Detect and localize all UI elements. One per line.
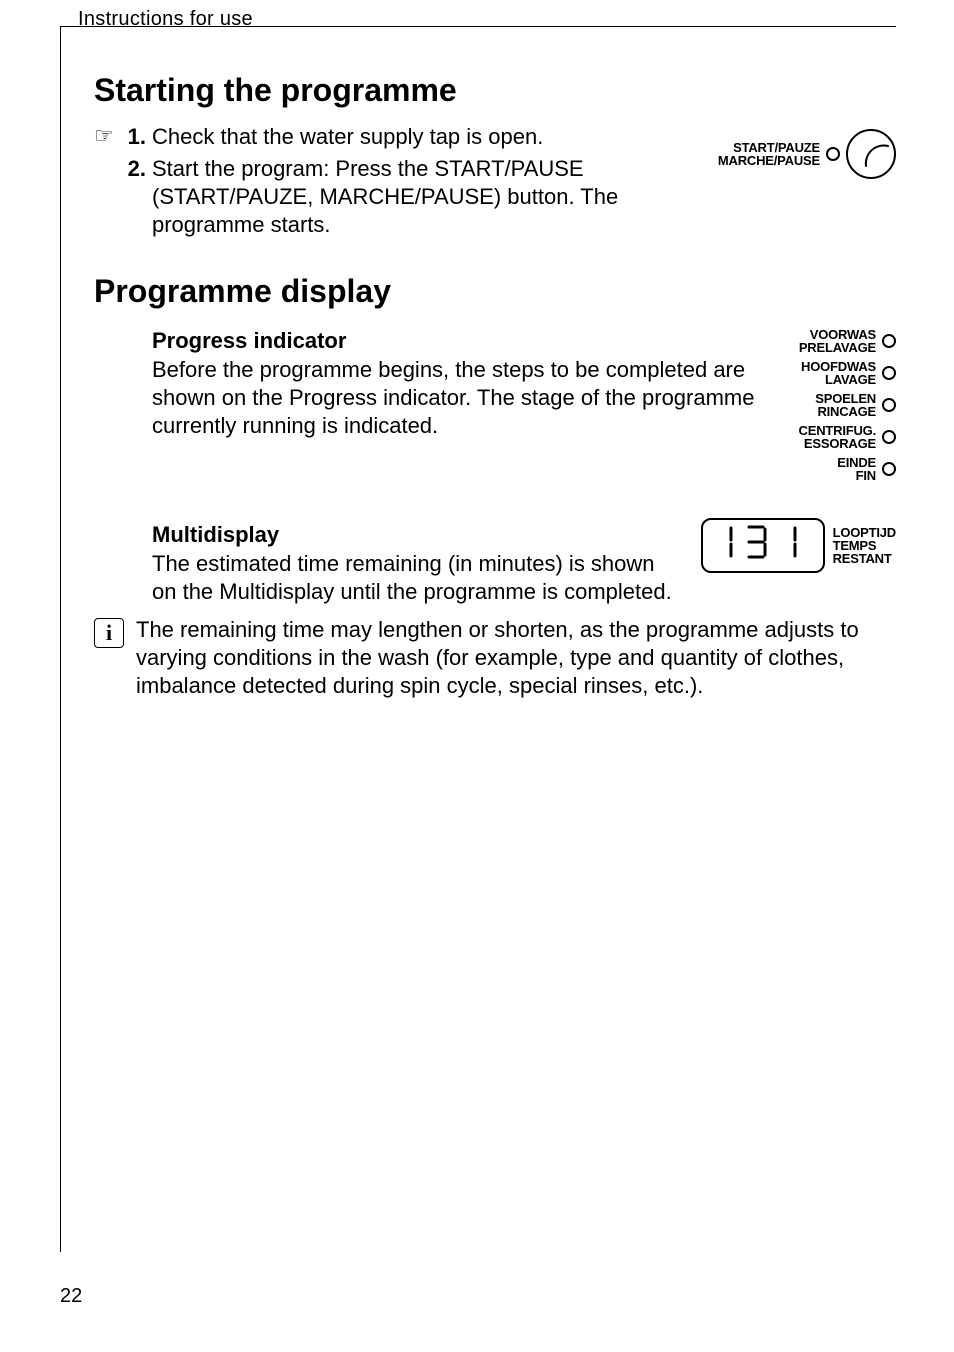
step-number-2: 2. [122, 155, 146, 183]
figure-progress-indicator: VOORWASPRELAVAGE HOOFDWASLAVAGE SPOELENRIN… [799, 328, 896, 482]
step-1-text: Check that the water supply tap is open. [152, 123, 700, 151]
multidisplay-body: The estimated time remaining (in minutes… [152, 550, 683, 606]
progress-row-label: SPOELENRINCAGE [815, 392, 876, 418]
progress-row: VOORWASPRELAVAGE [799, 328, 896, 354]
info-icon: i [94, 618, 124, 648]
startpause-label-2: MARCHE/PAUSE [718, 154, 820, 167]
progress-row-label: HOOFDWASLAVAGE [801, 360, 876, 386]
progress-row: EINDEFIN [799, 456, 896, 482]
info-note-body: The remaining time may lengthen or short… [136, 616, 896, 700]
progress-indicator-body: Before the programme begins, the steps t… [152, 356, 781, 440]
step-number-1: 1. [122, 123, 146, 151]
section-title-starting: Starting the programme [94, 72, 896, 109]
led-icon [882, 366, 896, 380]
section-title-display: Programme display [94, 273, 896, 310]
seven-segment-display [701, 518, 825, 573]
led-icon [882, 462, 896, 476]
start-button-icon [846, 129, 896, 179]
page-number: 22 [60, 1285, 82, 1308]
progress-row: CENTRIFUG.ESSORAGE [799, 424, 896, 450]
step-2-text: Start the program: Press the START/PAUSE… [152, 155, 700, 239]
sub-title-multidisplay: Multidisplay [152, 522, 683, 548]
led-icon [882, 334, 896, 348]
pointing-hand-icon: ☞ [94, 123, 122, 149]
progress-row: SPOELENRINCAGE [799, 392, 896, 418]
led-icon [882, 430, 896, 444]
sub-title-progress: Progress indicator [152, 328, 781, 354]
led-icon [826, 147, 840, 161]
led-icon [882, 398, 896, 412]
figure-multidisplay: LOOPTIJD TEMPS RESTANT [701, 518, 896, 573]
progress-row: HOOFDWASLAVAGE [799, 360, 896, 386]
progress-row-label: EINDEFIN [837, 456, 876, 482]
progress-row-label: CENTRIFUG.ESSORAGE [799, 424, 876, 450]
progress-row-label: VOORWASPRELAVAGE [799, 328, 876, 354]
figure-start-pause: START/PAUZE MARCHE/PAUSE [718, 129, 896, 179]
multi-cap-3: RESTANT [833, 552, 896, 565]
